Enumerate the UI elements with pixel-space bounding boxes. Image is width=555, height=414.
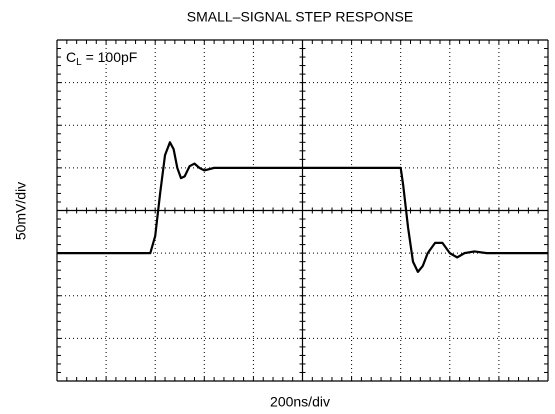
annotation-sub: L xyxy=(76,57,82,68)
signal-trace xyxy=(57,141,548,273)
annotation-main: C xyxy=(66,49,76,65)
y-axis-label: 50mV/div xyxy=(13,182,29,240)
annotation: CL = 100pF xyxy=(66,49,137,68)
annotation-rest: = 100pF xyxy=(82,49,138,65)
chart-title: SMALL–SIGNAL STEP RESPONSE xyxy=(187,9,413,25)
x-axis-label: 200ns/div xyxy=(270,394,330,410)
